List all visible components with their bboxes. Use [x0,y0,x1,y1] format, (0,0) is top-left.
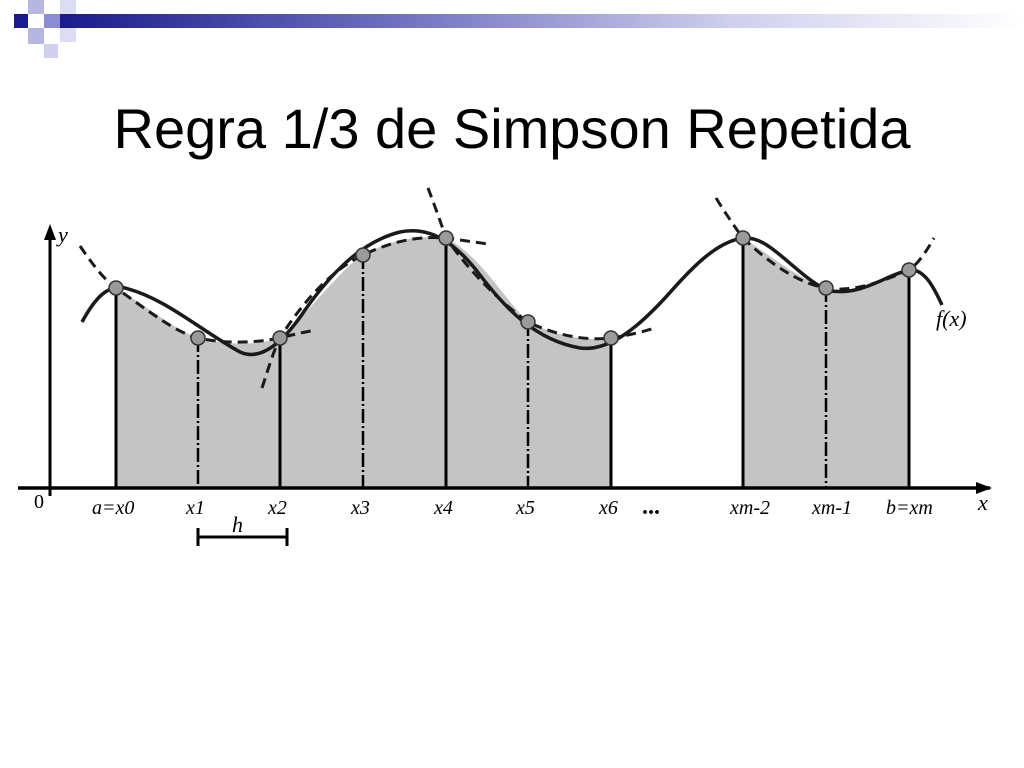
origin-label: 0 [34,491,44,513]
title-gradient-bar [60,14,1024,28]
node-x1 [190,330,206,346]
y-axis-label: y [56,222,68,247]
node-x3 [355,247,371,263]
node-label-x0: a=x0 [92,497,134,519]
decor-square [14,14,28,28]
decor-square [60,0,76,14]
node-label-xm-1: xm-1 [811,497,852,519]
node-x6 [603,330,619,346]
node-x0 [108,280,124,296]
node-label-x1: x1 [185,497,205,519]
step-label: h [232,512,243,537]
node-label-x4: x4 [433,497,453,519]
decor-square [44,14,60,28]
decor-square [44,44,58,58]
node-label-x2: x2 [267,497,287,519]
node-xm-2 [735,230,751,246]
decor-square [28,28,44,44]
y-axis-arrow [44,224,56,240]
function-label: f(x) [936,306,967,331]
node-xm-1 [818,280,834,296]
decor-square [60,28,76,42]
node-label-xm-2: xm-2 [729,497,770,519]
simpson-diagram: y x 0 f(x) a=x0 x1 x2 x3 x4 x5 x6 ... xm… [18,187,992,546]
node-label-x3: x3 [350,497,370,519]
ellipsis: ... [642,494,660,520]
x-axis-arrow [976,482,992,494]
node-x4 [438,230,454,246]
node-x2 [272,330,288,346]
node-label-x5: x5 [515,497,535,519]
node-label-xm: b=xm [886,497,933,519]
node-xm [901,262,917,278]
x-axis-label: x [977,490,988,515]
node-label-x6: x6 [598,497,618,519]
parabola-2 [260,236,489,389]
slide-title: Regra 1/3 de Simpson Repetida [113,97,911,160]
node-markers [108,230,917,346]
node-x5 [520,314,536,330]
shaded-area-1 [116,236,611,488]
decor-square [28,0,44,14]
